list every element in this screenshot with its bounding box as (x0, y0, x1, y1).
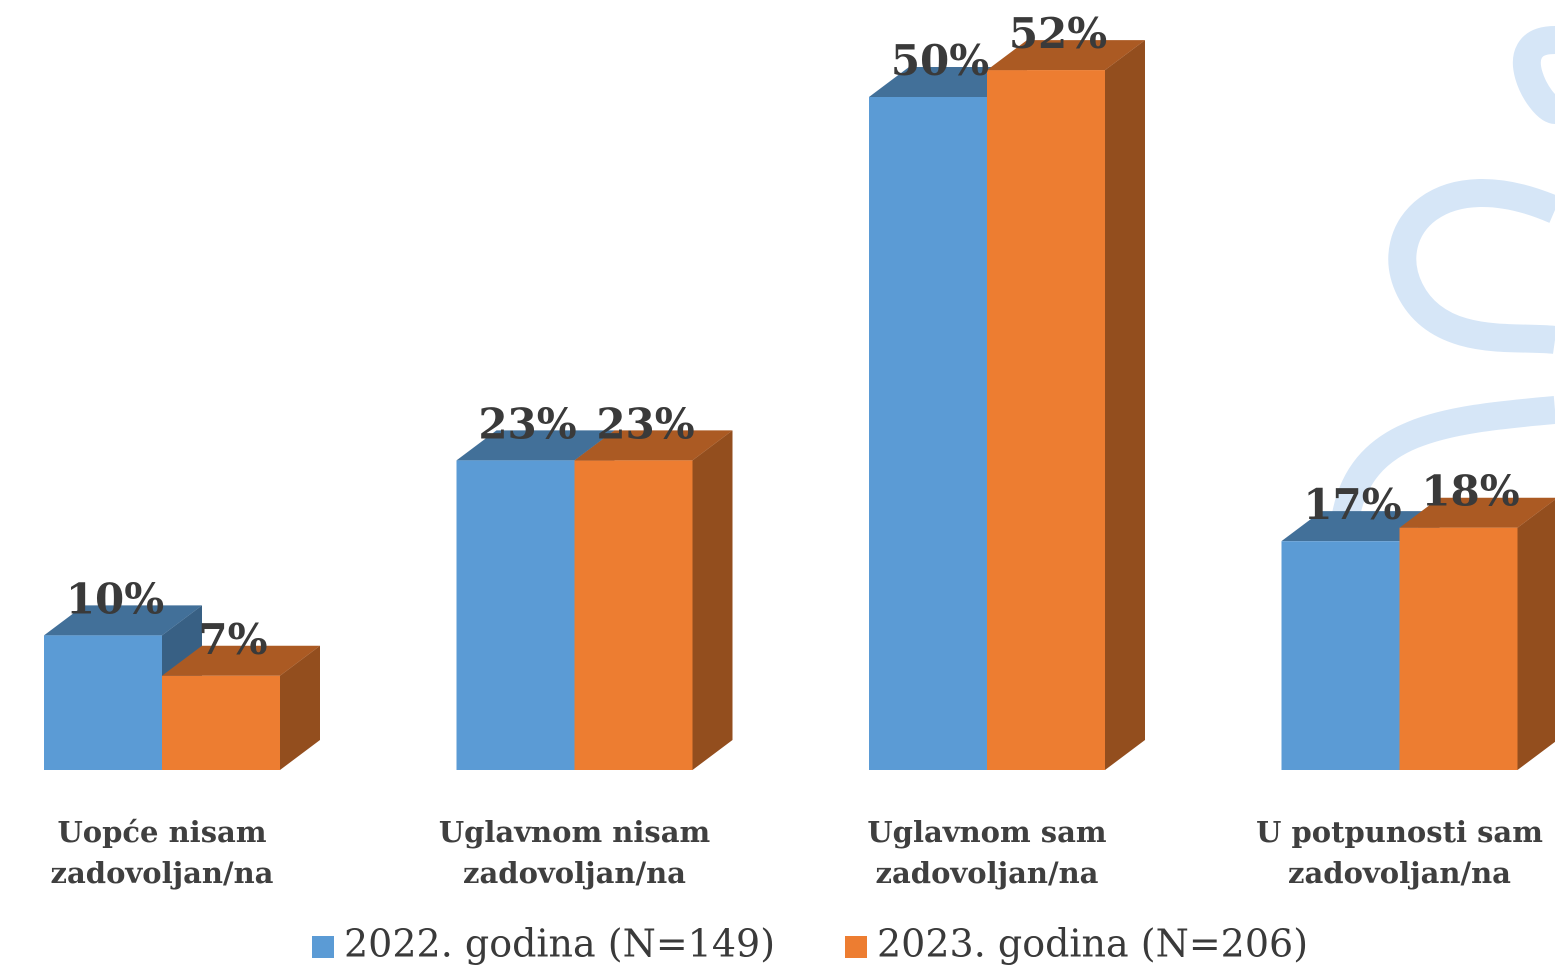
value-label: 17% (1303, 480, 1401, 529)
x-tick-label: U potpunosti sam zadovoljan/na (1256, 815, 1543, 890)
legend-label: 2022. godina (N=149) (344, 922, 775, 966)
bar (1281, 541, 1400, 770)
bar-top (44, 605, 202, 636)
bar (1399, 527, 1518, 770)
bar (162, 675, 280, 770)
bar-side (1517, 499, 1555, 770)
bar-top (574, 430, 733, 461)
x-tick-label: Uglavnom sam zadovoljan/na (867, 815, 1107, 890)
value-label: 10% (66, 574, 164, 623)
bar (456, 460, 575, 770)
value-label: 7% (198, 615, 267, 664)
legend-swatch (312, 936, 334, 958)
bar (987, 70, 1105, 770)
bar-side (692, 430, 733, 770)
bar-side (280, 645, 320, 770)
x-tick-label: Uopće nisam zadovoljan/na (50, 815, 274, 890)
bar-side (1105, 40, 1145, 770)
value-label: 52% (1009, 9, 1107, 58)
bar (44, 635, 162, 770)
bar-top (456, 430, 615, 461)
bar (574, 460, 693, 770)
value-label: 50% (891, 36, 989, 85)
value-label: 23% (596, 399, 694, 448)
bar-top (162, 645, 320, 676)
bar-top (1399, 497, 1555, 528)
value-label: 18% (1421, 467, 1519, 516)
bar-top (987, 40, 1145, 71)
x-tick-label: Uglavnom nisam zadovoljan/na (438, 815, 711, 890)
value-label: 23% (478, 399, 576, 448)
decoration (1331, 26, 1555, 523)
legend-swatch (845, 936, 867, 958)
bar (869, 97, 987, 770)
legend-label: 2023. godina (N=206) (877, 922, 1308, 966)
